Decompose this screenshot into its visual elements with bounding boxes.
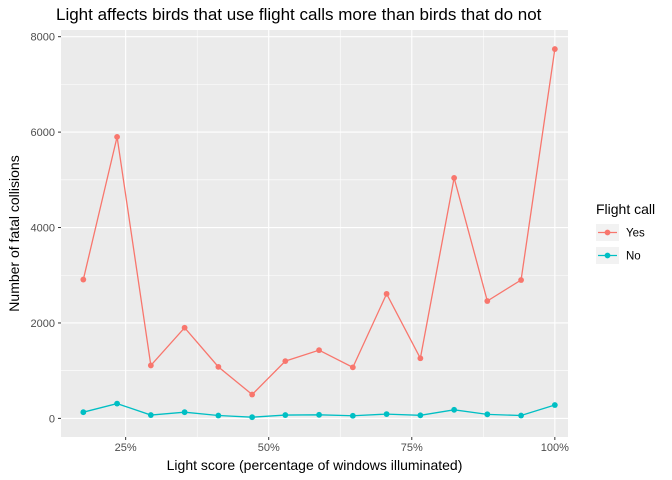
legend-key-point-no (604, 252, 611, 259)
y-tick-label: 6000 (31, 127, 55, 139)
x-tick-label: 100% (541, 442, 569, 454)
data-point-yes (249, 391, 256, 398)
data-point-no (249, 414, 256, 421)
legend-item-no: No (596, 247, 641, 264)
plot-panel (61, 30, 568, 437)
data-point-no (215, 412, 222, 419)
data-point-yes (80, 276, 87, 283)
data-point-yes (349, 364, 356, 371)
data-point-no (282, 412, 289, 418)
data-point-yes (316, 347, 322, 354)
legend-item-yes: Yes (596, 224, 645, 241)
data-point-no (147, 412, 154, 418)
legend-label-no: No (626, 251, 641, 263)
data-point-yes (181, 324, 188, 331)
data-point-yes (383, 290, 390, 297)
data-point-yes (451, 175, 458, 181)
data-point-yes (215, 363, 222, 370)
x-tick-label: 50% (258, 442, 280, 454)
data-point-no (114, 400, 120, 407)
data-point-yes (417, 355, 424, 362)
data-point-no (316, 411, 322, 418)
y-axis-title: Number of fatal collisions (6, 155, 22, 311)
x-tick-label: 25% (115, 442, 137, 454)
data-point-no (518, 412, 524, 419)
minor-gridlines (61, 30, 568, 437)
data-point-no (80, 409, 87, 416)
data-point-no (181, 409, 188, 416)
data-point-yes (484, 298, 491, 304)
data-point-no (349, 412, 356, 419)
y-tick-label: 0 (49, 413, 55, 425)
y-tick-label: 2000 (31, 318, 55, 330)
y-tick-label: 4000 (31, 223, 55, 235)
y-tick-label: 8000 (31, 32, 55, 44)
data-point-no (383, 411, 390, 417)
data-point-no (551, 402, 558, 408)
data-point-yes (518, 277, 524, 283)
data-point-yes (551, 46, 558, 52)
x-axis: 25% 50% 75% 100% (115, 437, 569, 454)
x-axis-title: Light score (percentage of windows illum… (167, 457, 463, 473)
major-gridlines (61, 30, 568, 437)
y-axis: 0 2000 4000 6000 8000 (31, 32, 61, 425)
legend-label-yes: Yes (626, 228, 645, 240)
x-tick-label: 75% (401, 442, 423, 454)
data-point-yes (114, 133, 120, 140)
data-point-no (451, 406, 458, 413)
series-layer (80, 46, 558, 421)
legend-key-point-yes (604, 229, 611, 236)
legend-title: Flight call (596, 201, 655, 217)
data-point-yes (282, 358, 289, 365)
legend: Flight call Yes No (596, 201, 655, 264)
chart-title: Light affects birds that use flight call… (56, 5, 542, 24)
data-point-yes (147, 362, 154, 369)
data-point-no (484, 411, 491, 418)
data-point-no (417, 412, 424, 419)
